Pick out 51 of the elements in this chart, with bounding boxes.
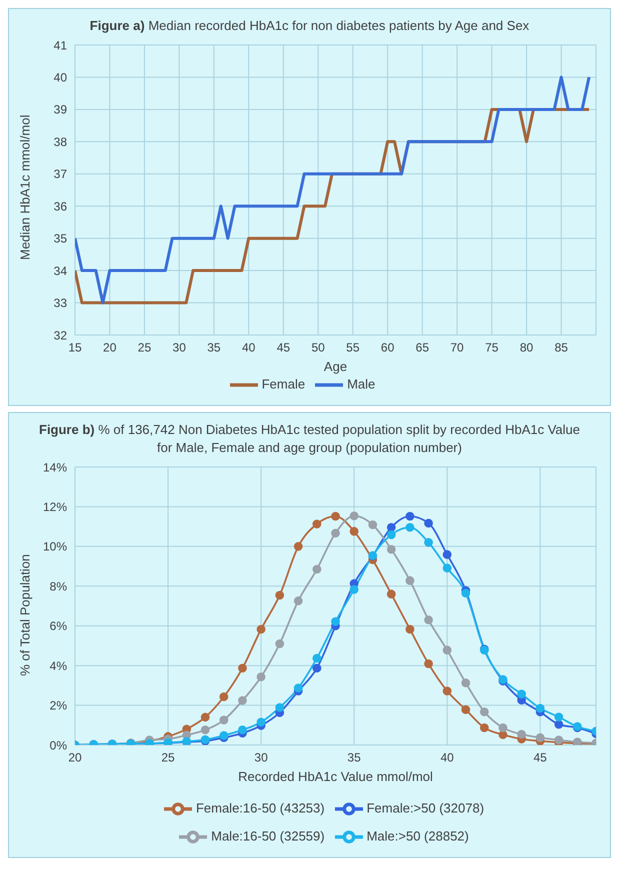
- x-axis-title: Age: [324, 359, 348, 374]
- x-tick-label: 45: [534, 750, 548, 765]
- y-tick-label: 0%: [50, 738, 68, 752]
- y-tick-label: 33: [54, 296, 68, 310]
- legend-label: Male:>50 (28852): [366, 828, 469, 844]
- x-tick-label: 35: [347, 750, 362, 765]
- x-axis-title: Recorded HbA1c Value mmol/mol: [238, 769, 434, 784]
- x-tick-label: 20: [103, 340, 117, 355]
- y-tick-label: 40: [54, 70, 68, 84]
- y-tick-label: 2%: [50, 698, 68, 713]
- x-tick-label: 20: [68, 750, 82, 765]
- x-tick-label: 35: [207, 340, 221, 355]
- x-tick-label: 50: [311, 340, 326, 355]
- y-tick-label: 41: [54, 38, 68, 52]
- x-tick-label: 40: [242, 340, 256, 355]
- legend-label: Male:16-50 (32559): [211, 828, 325, 844]
- y-tick-label: 4%: [50, 658, 68, 673]
- y-tick-label: 6%: [50, 619, 68, 634]
- x-tick-label: 40: [440, 750, 454, 765]
- y-tick-label: 35: [54, 232, 68, 246]
- x-tick-label: 70: [450, 340, 464, 355]
- y-tick-label: 10%: [42, 540, 68, 554]
- x-tick-label: 75: [485, 340, 499, 355]
- x-tick-label: 65: [416, 340, 430, 355]
- x-tick-label: 25: [138, 340, 152, 355]
- legend-label: Female: [262, 376, 306, 392]
- y-tick-label: 14%: [42, 460, 68, 474]
- x-tick-label: 25: [161, 750, 176, 765]
- y-tick-label: 37: [54, 167, 68, 182]
- x-tick-label: 30: [172, 340, 186, 355]
- x-tick-label: 55: [346, 340, 360, 355]
- y-tick-label: 8%: [50, 579, 68, 594]
- legend-label: Female:>50 (32078): [366, 800, 484, 816]
- y-tick-label: 36: [54, 199, 68, 214]
- x-tick-label: 85: [554, 340, 568, 355]
- y-tick-label: 34: [54, 264, 68, 278]
- chart-title: Figure b) % of 136,742 Non Diabetes HbA1c tested population split by recorded HbA1c Value for Male, Female and age group (population number): [38, 421, 582, 457]
- legend-label: Male: [347, 376, 376, 392]
- y-tick-label: 32: [54, 328, 68, 342]
- y-tick-label: 39: [54, 102, 68, 117]
- y-tick-label: 12%: [42, 500, 68, 514]
- legend-label: Female:16-50 (43253): [196, 800, 325, 816]
- y-tick-label: 38: [54, 134, 68, 149]
- x-tick-label: 60: [380, 340, 395, 355]
- x-tick-label: 45: [276, 340, 290, 355]
- x-tick-label: 80: [520, 340, 534, 355]
- y-axis-title: Median HbA1c mmol/mol: [18, 114, 33, 260]
- x-tick-label: 15: [68, 340, 82, 355]
- x-tick-label: 30: [254, 750, 268, 765]
- chart-title: Figure a) Median recorded HbA1c for non diabetes patients by Age and Sex: [88, 17, 530, 35]
- y-axis-title: % of Total Population: [18, 554, 33, 676]
